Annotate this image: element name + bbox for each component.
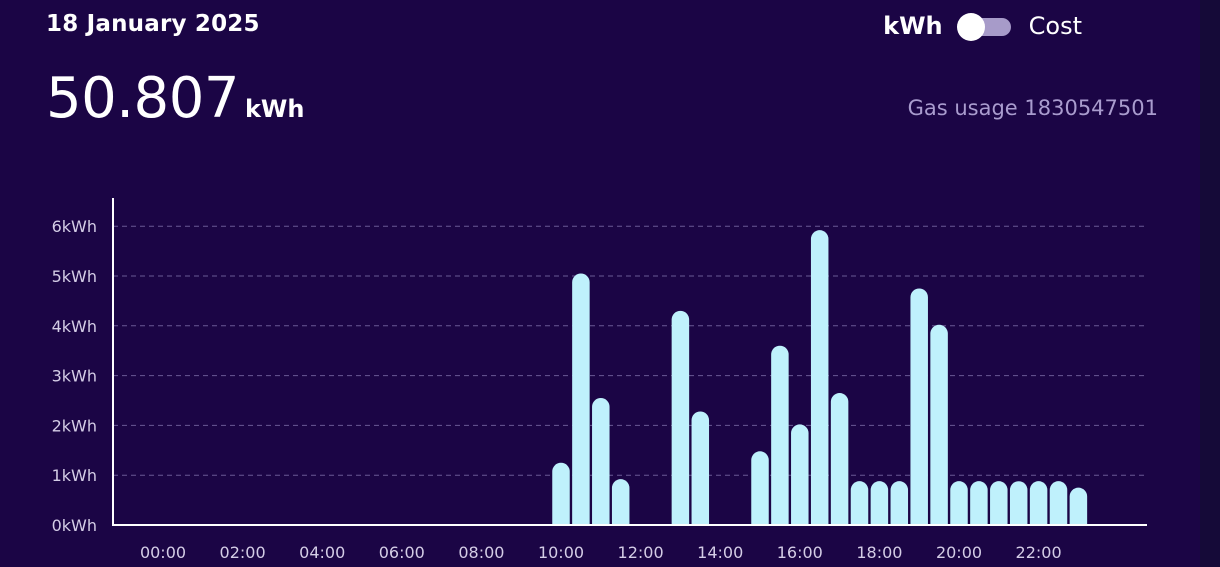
bars: [552, 230, 1088, 525]
bar-20:30: [970, 481, 988, 525]
bar-13:30: [691, 411, 710, 525]
bar-13:00: [671, 310, 690, 525]
axes: [112, 198, 1147, 526]
bar-17:00: [830, 393, 849, 525]
toggle-knob[interactable]: [956, 13, 985, 41]
total-reading: 50.807 kWh: [46, 66, 304, 131]
total-unit: kWh: [244, 95, 305, 123]
kwh-toggle-label[interactable]: kWh: [883, 12, 943, 40]
bar-19:30: [930, 324, 948, 525]
bar-11:30: [611, 479, 630, 525]
y-tick-label: 0kWh: [52, 516, 97, 535]
x-tick-label: 22:00: [1016, 543, 1062, 562]
x-tick-label: 02:00: [220, 543, 266, 562]
x-tick-label: 04:00: [299, 543, 345, 562]
y-tick-label: 2kWh: [52, 416, 97, 435]
date-heading: 18 January 2025: [46, 11, 260, 37]
x-tick-label: 00:00: [140, 543, 186, 562]
bar-18:00: [870, 481, 889, 525]
y-tick-label: 6kWh: [52, 217, 97, 236]
x-tick-label: 14:00: [697, 543, 743, 562]
x-tick-label: 08:00: [458, 543, 504, 562]
y-tick-label: 3kWh: [52, 367, 97, 386]
x-axis-ticks: 00:00 02:00 04:00 06:00 08:00 10:00 12:00 14:00…: [140, 543, 1062, 562]
bar-19:00: [910, 288, 928, 525]
bar-23:00: [1069, 487, 1088, 525]
bar-11:00: [592, 398, 610, 525]
x-tick-label: 20:00: [936, 543, 982, 562]
bar-15:30: [771, 345, 789, 525]
y-axis-ticks: 0kWh 1kWh 2kWh 3kWh 4kWh 5kWh 6kWh: [52, 217, 97, 535]
x-tick-label: 10:00: [538, 543, 584, 562]
y-tick-label: 1kWh: [52, 466, 97, 485]
grid-lines: [113, 225, 1147, 476]
x-tick-label: 16:00: [777, 543, 823, 562]
unit-toggle-switch[interactable]: [956, 13, 1011, 41]
bar-22:00: [1029, 481, 1048, 525]
y-tick-label: 5kWh: [52, 267, 97, 286]
bar-21:30: [1009, 481, 1028, 525]
unit-toggle-group: kWh Cost: [883, 12, 1082, 41]
bar-15:00: [751, 451, 769, 525]
x-tick-label: 12:00: [618, 543, 664, 562]
x-tick-label: 18:00: [856, 543, 902, 562]
bar-16:30: [810, 230, 829, 525]
bar-20:00: [950, 481, 968, 525]
bar-22:30: [1049, 481, 1068, 525]
bar-17:30: [850, 481, 869, 525]
y-tick-label: 4kWh: [52, 317, 97, 336]
bar-18:30: [890, 481, 909, 525]
total-value: 50.807: [46, 66, 239, 131]
bar-21:00: [990, 481, 1008, 525]
x-tick-label: 06:00: [379, 543, 425, 562]
cost-toggle-label[interactable]: Cost: [1028, 12, 1082, 40]
bar-10:00: [552, 462, 570, 525]
meter-label: Gas usage 1830547501: [907, 96, 1158, 120]
bar-16:00: [791, 424, 809, 525]
bar-10:30: [572, 273, 590, 525]
